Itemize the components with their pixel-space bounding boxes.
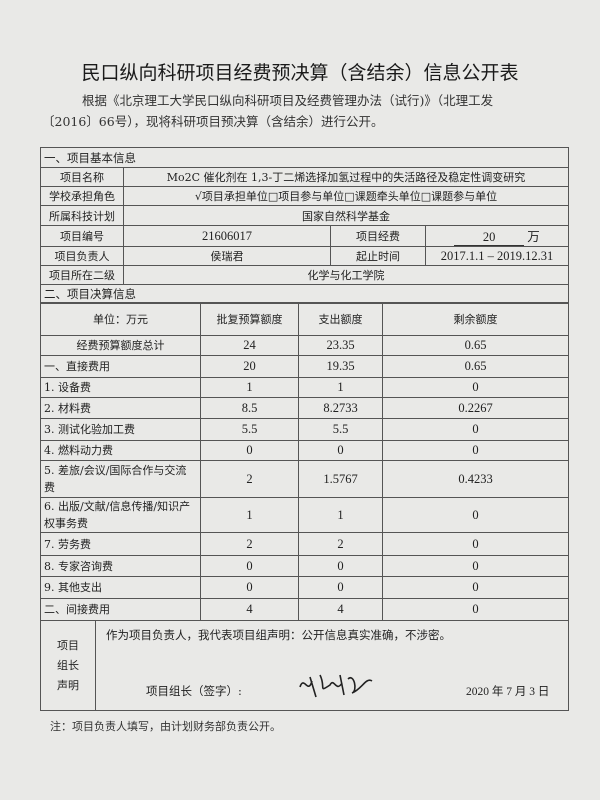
budget-item: 6. 出版/文献/信息传播/知识产权事务费 <box>40 497 201 533</box>
header-unit: 单位：万元 <box>40 302 201 336</box>
project-name-label: 项目名称 <box>40 167 124 187</box>
budget-row: 4. 燃料动力费 0 0 0 <box>40 440 569 461</box>
spent-amount: 4 <box>298 598 383 621</box>
remaining-amount: 0 <box>382 440 569 461</box>
budget-item: 2. 材料费 <box>40 397 201 419</box>
project-name-value: Mo2C 催化剂在 1,3-丁二烯选择加氢过程中的失活路径及稳定性调变研究 <box>123 167 569 187</box>
intro-line-1: 根据《北京理工大学民口纵向科研项目及经费管理办法（试行)》（北理工发 <box>82 93 494 108</box>
project-fee-label: 项目经费 <box>330 225 426 247</box>
approved-amount: 1 <box>200 497 299 533</box>
project-fee-unit: 万 <box>527 230 540 244</box>
budget-row: 1. 设备费 1 1 0 <box>40 377 569 398</box>
approved-amount: 2 <box>200 532 299 556</box>
budget-row: 经费预算额度总计 24 23.35 0.65 <box>40 335 569 356</box>
spent-amount: 19.35 <box>298 355 383 378</box>
remaining-amount: 0 <box>382 532 569 556</box>
role-label: 学校承担角色 <box>40 186 124 206</box>
remaining-amount: 0 <box>382 576 569 599</box>
leader-label: 项目负责人 <box>40 246 124 266</box>
budget-row: 9. 其他支出 0 0 0 <box>40 576 569 599</box>
spent-amount: 0 <box>298 555 383 577</box>
spent-amount: 0 <box>298 576 383 599</box>
budget-item: 二、间接费用 <box>40 598 201 621</box>
budget-row: 一、直接费用 20 19.35 0.65 <box>40 355 569 378</box>
intro-line-2: 〔2016〕66号），现将科研项目预决算（含结余）进行公开。 <box>42 114 384 129</box>
approved-amount: 2 <box>200 460 299 498</box>
section-budget-info: 二、项目决算信息 <box>40 284 569 304</box>
footnote: 注：项目负责人填写，由计划财务部负责公开。 <box>50 720 281 733</box>
budget-row: 二、间接费用 4 4 0 <box>40 598 569 621</box>
spent-amount: 8.2733 <box>298 397 383 419</box>
declaration-text: 作为项目负责人，我代表项目组声明：公开信息真实准确，不涉密。 <box>106 628 451 642</box>
spent-amount: 1.5767 <box>298 460 383 498</box>
remaining-amount: 0 <box>382 377 569 398</box>
declaration-cell: 作为项目负责人，我代表项目组声明：公开信息真实准确，不涉密。 项目组长（签字）:… <box>95 620 569 711</box>
approved-amount: 0 <box>200 576 299 599</box>
approved-amount: 24 <box>200 335 299 356</box>
remaining-amount: 0.65 <box>382 335 569 356</box>
period-value: 2017.1.1 – 2019.12.31 <box>425 246 569 266</box>
period-label: 起止时间 <box>330 246 426 266</box>
spent-amount: 1 <box>298 377 383 398</box>
budget-item: 8. 专家咨询费 <box>40 555 201 577</box>
remaining-amount: 0.65 <box>382 355 569 378</box>
project-fee-cell: 20 万 <box>425 225 569 247</box>
budget-item: 4. 燃料动力费 <box>40 440 201 461</box>
header-approved: 批复预算额度 <box>200 302 299 336</box>
approved-amount: 0 <box>200 555 299 577</box>
spent-amount: 2 <box>298 532 383 556</box>
remaining-amount: 0 <box>382 598 569 621</box>
declaration-label: 项目组长声明 <box>40 620 96 711</box>
spent-amount: 0 <box>298 440 383 461</box>
spent-amount: 23.35 <box>298 335 383 356</box>
spent-amount: 1 <box>298 497 383 533</box>
signature-label: 项目组长（签字）: <box>146 684 242 698</box>
budget-row: 5. 差旅/会议/国际合作与交流费 2 1.5767 0.4233 <box>40 460 569 498</box>
budget-item: 1. 设备费 <box>40 377 201 398</box>
budget-item: 7. 劳务费 <box>40 532 201 556</box>
budget-table: 单位：万元 批复预算额度 支出额度 剩余额度 经费预算额度总计 24 23.35 0.… <box>40 302 569 621</box>
budget-row: 2. 材料费 8.5 8.2733 0.2267 <box>40 397 569 419</box>
budget-row: 8. 专家咨询费 0 0 0 <box>40 555 569 577</box>
remaining-amount: 0.4233 <box>382 460 569 498</box>
budget-item: 一、直接费用 <box>40 355 201 378</box>
basic-info-table: 一、项目基本信息 项目名称 Mo2C 催化剂在 1,3-丁二烯选择加氢过程中的失活… <box>40 147 569 304</box>
approved-amount: 5.5 <box>200 418 299 441</box>
intro-paragraph: 根据《北京理工大学民口纵向科研项目及经费管理办法（试行)》（北理工发 〔2016… <box>42 90 578 132</box>
budget-row: 3. 测试化验加工费 5.5 5.5 0 <box>40 418 569 441</box>
declaration-table: 项目组长声明 作为项目负责人，我代表项目组声明：公开信息真实准确，不涉密。 项目… <box>40 620 569 711</box>
leader-value: 侯瑞君 <box>123 246 331 266</box>
dept-label: 项目所在二级 <box>40 265 124 285</box>
budget-item: 3. 测试化验加工费 <box>40 418 201 441</box>
spent-amount: 5.5 <box>298 418 383 441</box>
header-spent: 支出额度 <box>298 302 383 336</box>
declaration-date: 2020 年 7 月 3 日 <box>466 686 550 698</box>
budget-item: 经费预算额度总计 <box>40 335 201 356</box>
budget-item: 9. 其他支出 <box>40 576 201 599</box>
section-basic-info: 一、项目基本信息 <box>40 147 569 168</box>
role-value: √项目承担单位□项目参与单位□课题牵头单位□课题参与单位 <box>123 186 569 206</box>
approved-amount: 20 <box>200 355 299 378</box>
approved-amount: 0 <box>200 440 299 461</box>
dept-value: 化学与化工学院 <box>123 265 569 285</box>
project-number-value: 21606017 <box>123 225 331 247</box>
approved-amount: 4 <box>200 598 299 621</box>
approved-amount: 1 <box>200 377 299 398</box>
budget-row: 7. 劳务费 2 2 0 <box>40 532 569 556</box>
handwritten-signature <box>299 674 373 698</box>
page-title: 民口纵向科研项目经费预决算（含结余）信息公开表 <box>81 62 519 84</box>
approved-amount: 8.5 <box>200 397 299 419</box>
remaining-amount: 0 <box>382 497 569 533</box>
budget-row: 6. 出版/文献/信息传播/知识产权事务费 1 1 0 <box>40 497 569 533</box>
budget-header-row: 单位：万元 批复预算额度 支出额度 剩余额度 <box>40 302 569 336</box>
remaining-amount: 0 <box>382 418 569 441</box>
plan-label: 所属科技计划 <box>40 205 124 226</box>
remaining-amount: 0 <box>382 555 569 577</box>
plan-value: 国家自然科学基金 <box>123 205 569 226</box>
project-number-label: 项目编号 <box>40 225 124 247</box>
header-remaining: 剩余额度 <box>382 302 569 336</box>
project-fee-value: 20 <box>454 230 525 246</box>
remaining-amount: 0.2267 <box>382 397 569 419</box>
budget-item: 5. 差旅/会议/国际合作与交流费 <box>40 460 201 498</box>
